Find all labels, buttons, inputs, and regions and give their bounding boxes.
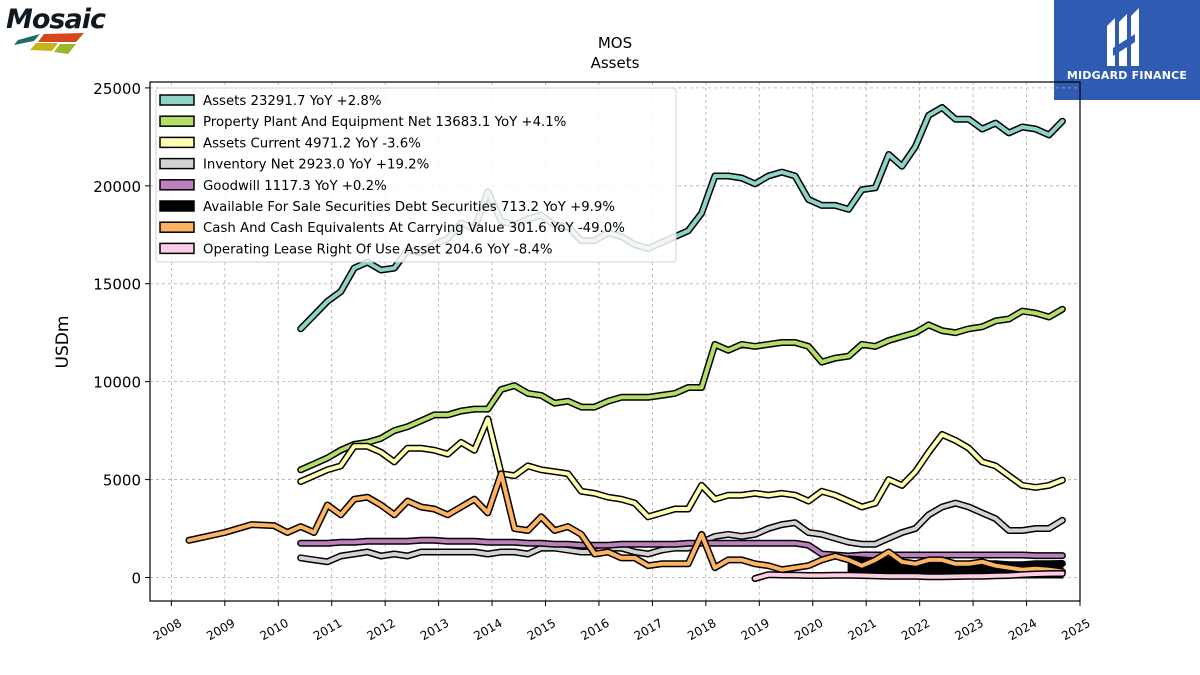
y-tick-label: 20000 <box>93 178 141 196</box>
legend-swatch <box>159 200 195 212</box>
legend-label: Inventory Net 2923.0 YoY +19.2% <box>203 158 429 173</box>
mosaic-logo-mark <box>14 33 84 54</box>
y-tick-label: 5000 <box>103 472 141 490</box>
x-tick-label: 2018 <box>685 616 718 643</box>
legend-swatch <box>159 94 195 106</box>
chart-title: MOS <box>598 34 632 52</box>
series-4-line <box>298 538 1065 558</box>
x-tick-label: 2024 <box>1006 616 1039 643</box>
x-tick-label: 2025 <box>1059 616 1092 643</box>
legend-label: Assets Current 4971.2 YoY -3.6% <box>203 136 421 151</box>
y-axis: 0 5000 10000 15000 20000 25000 <box>93 80 150 587</box>
y-tick-label: 15000 <box>93 276 141 294</box>
x-axis: 2008 2009 2010 2011 2012 2013 2014 2015 2016 2017… <box>151 601 1093 643</box>
plot-frame <box>149 81 1081 602</box>
series-7-line <box>753 571 1065 581</box>
mosaic-logo: Mosaic <box>4 4 128 62</box>
x-tick-label: 2014 <box>471 616 504 643</box>
x-tick-label: 2021 <box>845 616 878 643</box>
chart-subtitle: Assets <box>591 54 640 72</box>
x-tick-label: 2023 <box>952 616 985 643</box>
y-axis-label: USDm <box>53 316 73 369</box>
midgard-logo-text: MIDGARD FINANCE <box>1066 69 1188 82</box>
legend-label: Goodwill 1117.3 YoY +0.2% <box>203 179 387 194</box>
midgard-logo-mark <box>1107 8 1139 66</box>
y-tick-label: 25000 <box>93 80 141 98</box>
series-3-line <box>298 501 1065 564</box>
x-tick-label: 2019 <box>739 616 772 643</box>
legend-swatch <box>159 179 195 191</box>
legend-label: Operating Lease Right Of Use Asset 204.6… <box>203 242 553 257</box>
y-tick-label: 0 <box>131 569 141 587</box>
mosaic-logo-text: Mosaic <box>6 4 106 35</box>
legend: Assets 23291.7 YoY +2.8% Property Plant A… <box>155 87 677 263</box>
legend-swatch <box>159 242 195 255</box>
series-6-line <box>187 471 1065 574</box>
series-1-line <box>298 307 1065 472</box>
legend-label: Property Plant And Equipment Net 13683.1… <box>203 115 566 130</box>
midgard-finance-logo: MIDGARD FINANCE <box>1054 0 1200 100</box>
x-tick-label: 2016 <box>578 616 611 643</box>
y-tick-label: 10000 <box>93 374 141 392</box>
series-2-line <box>298 416 1065 519</box>
legend-label: Assets 23291.7 YoY +2.8% <box>203 94 381 109</box>
legend-label: Available For Sale Securities Debt Secur… <box>203 200 615 215</box>
x-tick-label: 2013 <box>418 616 451 643</box>
legend-swatch <box>159 221 195 233</box>
x-tick-label: 2009 <box>204 616 237 643</box>
legend-swatch <box>159 157 195 170</box>
legend-box <box>155 87 677 263</box>
x-tick-label: 2011 <box>311 616 344 643</box>
x-tick-label: 2020 <box>792 616 825 643</box>
legend-swatch <box>159 115 195 127</box>
series-group <box>185 104 1066 582</box>
x-tick-label: 2015 <box>525 616 558 643</box>
x-tick-label: 2010 <box>258 616 291 643</box>
x-tick-label: 2017 <box>632 616 665 643</box>
legend-label: Cash And Cash Equivalents At Carrying Va… <box>203 221 625 236</box>
x-tick-label: 2022 <box>899 616 932 643</box>
x-tick-label: 2012 <box>364 616 397 643</box>
x-tick-label: 2008 <box>151 616 184 643</box>
legend-swatch <box>159 136 195 149</box>
